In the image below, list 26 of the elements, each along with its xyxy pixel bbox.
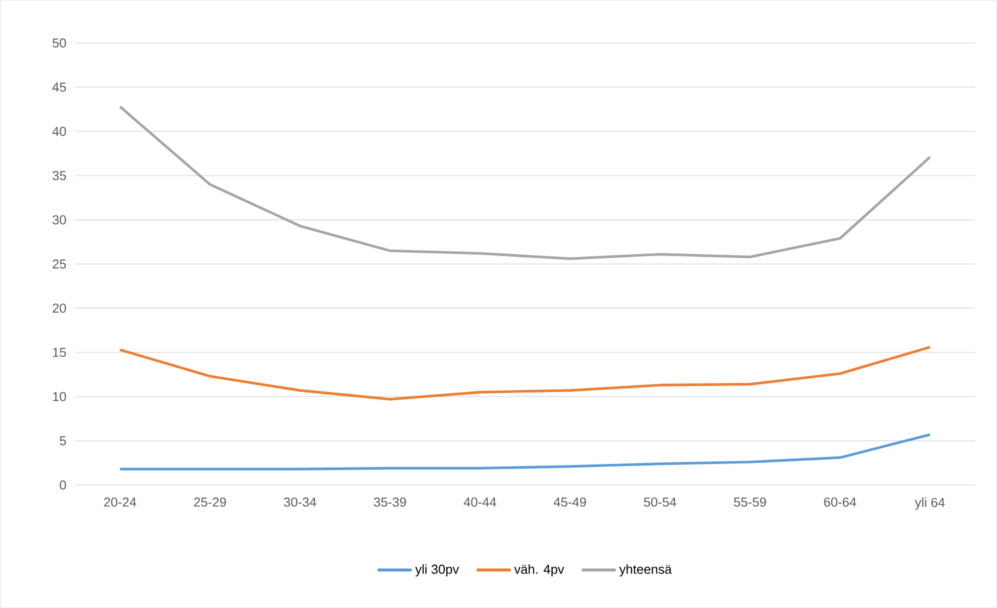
x-tick-label: 60-64 — [824, 498, 856, 507]
x-tick-label: 50-54 — [644, 498, 676, 507]
y-tick-label: 20 — [52, 304, 66, 313]
y-tick-label: 15 — [53, 348, 66, 357]
y-tick-label: 50 — [52, 38, 66, 48]
y-tick-label: 5 — [60, 436, 66, 446]
x-tick-label: 40-44 — [464, 498, 496, 507]
line-series — [118, 346, 932, 401]
y-tick-label: 35 — [52, 171, 66, 180]
x-tick-label: 20-24 — [104, 498, 136, 507]
legend-label: väh. 4pv — [514, 564, 564, 576]
legend-label: yhteensä — [619, 564, 672, 576]
x-tick-label: 25-29 — [194, 498, 226, 507]
y-tick-label: 45 — [52, 82, 66, 92]
y-tick-label: 30 — [52, 215, 66, 224]
x-tick-label: 30-34 — [284, 498, 316, 507]
y-tick-label: 0 — [60, 480, 66, 490]
x-tick-label: 45-49 — [554, 498, 586, 507]
line-series — [118, 105, 932, 260]
x-tick-label: yli 64 — [914, 498, 945, 510]
y-tick-label: 10 — [53, 392, 66, 402]
legend-label: yli 30pv — [415, 564, 460, 576]
x-tick-label: 35-39 — [374, 498, 406, 507]
y-tick-label: 40 — [52, 126, 66, 136]
x-tick-label: 55-59 — [734, 498, 766, 507]
y-tick-label: 25 — [52, 259, 66, 269]
